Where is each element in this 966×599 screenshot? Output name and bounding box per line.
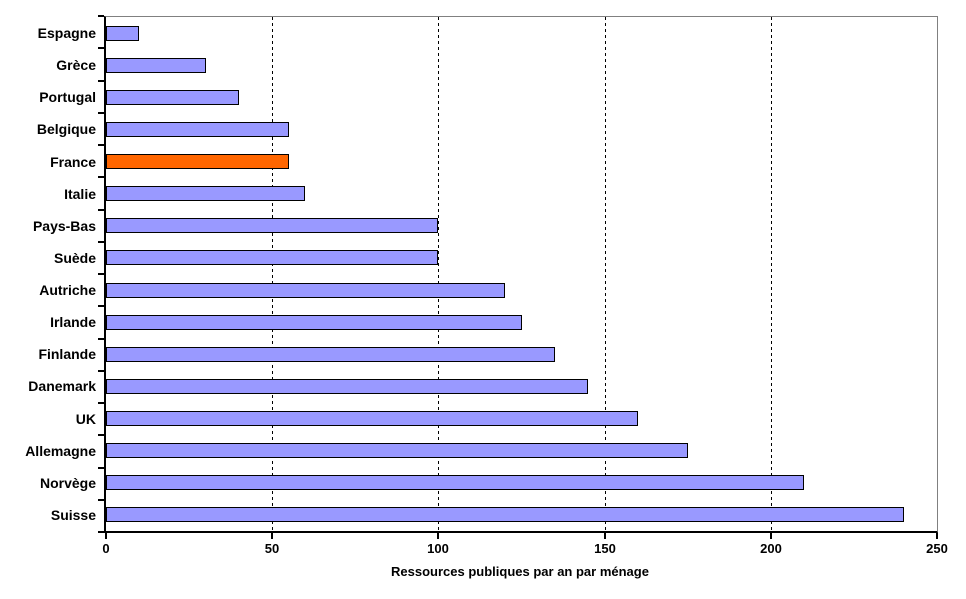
gridline-200 (770, 17, 772, 531)
category-label-pays-bas: Pays-Bas (32, 217, 96, 234)
x-axis-tick-250 (936, 533, 938, 539)
x-axis-tick-150 (604, 533, 606, 539)
bar-row-france (106, 146, 937, 178)
x-tick-label-100: 100 (427, 541, 449, 556)
bar-norvege (106, 475, 805, 491)
bar-irlande (106, 314, 522, 330)
bar-row-uk (106, 403, 937, 435)
bar-row-irlande (106, 306, 937, 338)
y-axis-tick (98, 434, 104, 436)
bar-row-norvege (106, 467, 937, 499)
y-axis-tick (98, 273, 104, 275)
bar-row-suede (106, 242, 937, 274)
bar-pays-bas (106, 218, 439, 234)
x-axis-title: Ressources publiques par an par ménage (391, 564, 649, 579)
category-label-italie: Italie (64, 185, 96, 202)
gridlines (106, 17, 937, 531)
bar-italie (106, 186, 306, 202)
x-tick-label-250: 250 (926, 541, 948, 556)
category-label-suede: Suède (53, 249, 96, 266)
category-label-suisse: Suisse (50, 506, 96, 523)
y-axis-tick (98, 370, 104, 372)
x-axis-tick-50 (271, 533, 273, 539)
bar-espagne (106, 25, 140, 41)
bar-row-suisse (106, 499, 937, 531)
y-axis-tick (98, 144, 104, 146)
y-axis-tick (98, 80, 104, 82)
bar-row-autriche (106, 274, 937, 306)
x-tick-label-200: 200 (760, 541, 782, 556)
bar-danemark (106, 378, 588, 394)
y-axis-tick (98, 241, 104, 243)
category-label-belgique: Belgique (36, 121, 96, 138)
y-axis-tick (98, 531, 104, 533)
bar-autriche (106, 282, 505, 298)
category-label-finlande: Finlande (38, 346, 96, 363)
bar-row-pays-bas (106, 210, 937, 242)
bar-belgique (106, 121, 289, 137)
bar-row-finlande (106, 338, 937, 370)
y-axis-tick (98, 47, 104, 49)
bar-suede (106, 250, 439, 266)
y-axis-tick (98, 305, 104, 307)
y-axis-tick (98, 209, 104, 211)
x-tick-label-50: 50 (264, 541, 280, 556)
category-label-allemagne: Allemagne (25, 442, 96, 459)
y-axis-tick (98, 15, 104, 17)
gridline-50 (272, 17, 274, 531)
y-axis-tick (98, 338, 104, 340)
bar-row-grece (106, 49, 937, 81)
gridline-150 (604, 17, 606, 531)
x-axis-tick-0 (105, 533, 107, 539)
bar-france (106, 154, 289, 170)
category-label-espagne: Espagne (37, 25, 96, 42)
category-label-portugal: Portugal (39, 89, 96, 106)
category-label-irlande: Irlande (50, 314, 96, 331)
bar-row-espagne (106, 17, 937, 49)
x-axis-tick-200 (770, 533, 772, 539)
category-label-autriche: Autriche (39, 282, 96, 299)
category-label-uk: UK (75, 410, 96, 427)
category-label-norvege: Norvège (39, 474, 96, 491)
y-axis-tick (98, 402, 104, 404)
category-label-grece: Grèce (56, 57, 96, 74)
bar-row-italie (106, 178, 937, 210)
bar-series (106, 17, 937, 531)
bar-row-belgique (106, 113, 937, 145)
x-tick-label-0: 0 (102, 541, 110, 556)
bar-row-danemark (106, 370, 937, 402)
y-axis-tick (98, 467, 104, 469)
plot-area (104, 16, 938, 533)
gridline-100 (438, 17, 440, 531)
bar-suisse (106, 507, 904, 523)
bar-finlande (106, 346, 555, 362)
bar-grece (106, 57, 206, 73)
y-axis-tick (98, 499, 104, 501)
bar-portugal (106, 89, 239, 105)
y-axis-tick (98, 112, 104, 114)
y-axis-tick (98, 176, 104, 178)
category-label-danemark: Danemark (28, 378, 96, 395)
bar-uk (106, 411, 638, 427)
bar-allemagne (106, 443, 688, 459)
bar-row-portugal (106, 81, 937, 113)
x-tick-label-150: 150 (594, 541, 616, 556)
x-axis-tick-100 (437, 533, 439, 539)
category-label-france: France (50, 153, 96, 170)
bar-row-allemagne (106, 435, 937, 467)
y-axis-category-labels: Espagne Grèce Portugal Belgique France Italie… (0, 17, 96, 531)
